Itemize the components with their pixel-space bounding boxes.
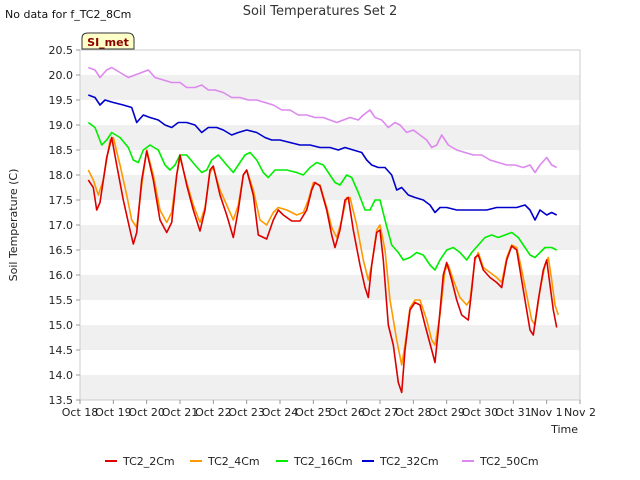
grid-band <box>80 250 580 275</box>
grid-band <box>80 125 580 150</box>
y-tick-label: 20.0 <box>49 69 74 82</box>
y-axis-ticks: 13.5 14.0 14.5 15.0 15.5 16.0 16.5 17.0 17.5 18.0… <box>49 44 80 407</box>
legend-item: TC2_2Cm <box>105 455 175 468</box>
grid-band <box>80 350 580 375</box>
grid-band <box>80 325 580 350</box>
y-tick-label: 19.5 <box>49 94 74 107</box>
legend: TC2_2Cm TC2_4Cm TC2_16Cm TC2_32Cm TC2_50Cm <box>105 455 539 468</box>
y-tick-label: 19.0 <box>49 119 74 132</box>
grid-band <box>80 75 580 100</box>
y-tick-label: 14.5 <box>49 344 74 357</box>
legend-label: TC2_32Cm <box>379 455 439 468</box>
y-tick-label: 20.5 <box>49 44 74 57</box>
x-axis-title: Time <box>550 423 578 436</box>
legend-label: TC2_4Cm <box>207 455 260 468</box>
grid-band <box>80 175 580 200</box>
site-badge-shape <box>81 32 135 50</box>
grid-band <box>80 275 580 300</box>
grid-band <box>80 100 580 125</box>
no-data-note: No data for f_TC2_8Cm <box>5 8 131 21</box>
x-tick-label: Oct 26 <box>328 406 365 419</box>
series-line-tc2_32cm <box>88 94 558 221</box>
x-tick-label: Oct 19 <box>95 406 132 419</box>
series-line-tc2_16cm <box>87 121 558 271</box>
y-tick-label: 17.0 <box>49 219 74 232</box>
x-tick-label: Oct 18 <box>62 406 99 419</box>
y-tick-label: 14.0 <box>49 369 74 382</box>
y-tick-label: 16.0 <box>49 269 74 282</box>
x-tick-label: Oct 20 <box>128 406 165 419</box>
x-tick-label: Oct 25 <box>295 406 332 419</box>
x-tick-label: Oct 31 <box>495 406 532 419</box>
y-tick-label: 15.0 <box>49 319 74 332</box>
y-tick-label: 17.5 <box>49 194 74 207</box>
x-tick-label: Oct 30 <box>462 406 499 419</box>
x-tick-label: Oct 21 <box>162 406 199 419</box>
grid-band <box>80 375 580 400</box>
x-tick-label: Nov 1 <box>531 406 563 419</box>
grid-band <box>80 150 580 175</box>
legend-item: TC2_4Cm <box>190 455 260 468</box>
x-tick-label: Nov 2 <box>564 406 596 419</box>
site-badge-label: SI_met <box>87 36 129 49</box>
y-tick-label: 18.0 <box>49 169 74 182</box>
legend-item: TC2_50Cm <box>462 455 539 468</box>
y-tick-label: 18.5 <box>49 144 74 157</box>
x-tick-label: Oct 27 <box>362 406 399 419</box>
grid-band <box>80 50 580 75</box>
site-badge: SI_met <box>81 32 135 50</box>
x-tick-label: Oct 22 <box>195 406 232 419</box>
legend-item: TC2_16Cm <box>276 455 353 468</box>
x-tick-label: Oct 23 <box>228 406 265 419</box>
y-tick-label: 13.5 <box>49 394 74 407</box>
y-axis-title: Soil Temperature (C) <box>7 169 20 282</box>
legend-label: TC2_16Cm <box>293 455 353 468</box>
series-lines <box>87 66 560 394</box>
series-line-tc2_2cm <box>87 136 558 394</box>
x-tick-label: Oct 29 <box>428 406 465 419</box>
legend-label: TC2_50Cm <box>479 455 539 468</box>
y-tick-label: 15.5 <box>49 294 74 307</box>
series-line-tc2_50cm <box>88 66 558 174</box>
legend-label: TC2_2Cm <box>122 455 175 468</box>
x-tick-label: Oct 24 <box>262 406 299 419</box>
chart-title: Soil Temperatures Set 2 <box>243 4 398 19</box>
legend-item: TC2_32Cm <box>362 455 439 468</box>
x-tick-label: Oct 28 <box>395 406 432 419</box>
y-tick-label: 16.5 <box>49 244 74 257</box>
grid-band <box>80 300 580 325</box>
